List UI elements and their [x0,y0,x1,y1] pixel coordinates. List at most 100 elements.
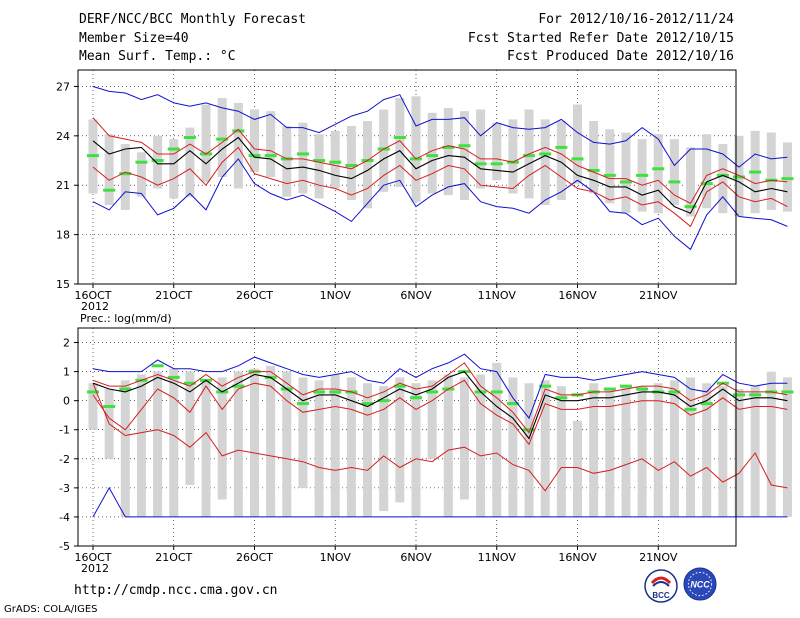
temp-median-mark [571,157,584,161]
prec-ytick-label: -3 [59,482,70,495]
temp-xtick-label: 16OCT [74,289,111,302]
temp-median-mark [619,180,632,184]
prec-inner-low-line [92,379,788,446]
prec-box [750,386,760,517]
prec-ytick-label: 0 [63,395,70,408]
prec-median-mark [232,384,245,388]
prec-box [346,377,356,517]
temp-box [573,104,582,184]
temp-xtick-label: 21OCT [155,289,192,302]
temp-median-mark [232,129,245,133]
prec-xtick-label: 26OCT [236,551,273,564]
prec-median-mark [361,402,374,406]
member-size: Member Size=40 [79,31,189,46]
temp-xtick-label: 16NOV [558,289,597,302]
prec-box [492,362,502,517]
prec-panel-title: Prec.: log(mm/d) [80,312,172,325]
temp-max-line [92,86,788,168]
prec-box [669,380,679,517]
temp-median-mark [603,173,616,177]
prec-median-mark [733,393,745,397]
temp-box [605,129,615,204]
temp-box [702,134,712,209]
temp-box [782,142,792,212]
source-url[interactable]: http://cmdp.ncc.cma.gov.cn [74,583,278,598]
prec-box [395,377,405,503]
prec-xtick-label: 21NOV [639,551,678,564]
temp-median-mark [167,147,180,151]
temp-box [153,135,163,189]
bcc-logo: BCC [644,569,678,603]
prec-median-mark [781,390,794,394]
prec-box [411,383,421,517]
prec-box [734,389,744,517]
temp-box [282,125,292,197]
prec-median-mark [377,399,390,403]
temp-min-line [92,158,788,251]
temp-median-mark [781,177,794,181]
prec-box [250,368,259,517]
temp-median-mark [458,144,471,148]
prec-box [605,389,615,517]
temp-frame [77,69,737,285]
temp-inner-low-line [92,146,788,228]
temp-box [508,119,518,194]
temp-box [346,125,356,201]
prec-box [637,386,647,517]
temp-median-mark [216,137,229,141]
prec-median-mark [539,384,552,388]
prec-box [330,374,340,517]
temp-median-mark [749,170,762,174]
prec-box [443,374,453,517]
temp-box [217,97,227,177]
prec-median-mark [490,390,503,394]
prec-xtick-label: 21OCT [155,551,192,564]
temp-median-mark [183,135,196,139]
temp-box [233,102,243,189]
temp-box [169,139,179,199]
prec-median-mark [167,375,180,379]
temp-xtick-label: 11NOV [478,289,517,302]
prec-box [266,365,276,517]
prec-box [363,383,373,517]
prec-box [120,380,130,517]
temp-ytick-label: 15 [56,278,70,291]
prec-max-line [92,353,788,420]
temp-median-mark [135,160,148,164]
prec-median-mark [119,387,132,391]
temp-box [411,96,421,202]
temp-median-mark [151,159,164,163]
ncc-logo: NCC [683,567,717,601]
temp-box [718,144,728,214]
temp-ytick-label: 18 [56,229,70,242]
temp-box [136,152,146,197]
prec-xtick-label: 16NOV [558,551,597,564]
temp-box [589,121,599,194]
prec-median-mark [426,390,439,394]
temp-median-mark [587,168,600,172]
temp-median-mark [539,152,552,156]
temp-box [266,111,276,177]
prec-min-line [92,486,788,518]
temp-box [314,134,324,199]
prec-box [153,371,163,517]
temp-xtick-label: 21NOV [639,289,678,302]
prec-box [136,374,146,517]
prec-median-mark [523,428,536,432]
prec-box [718,386,728,517]
prec-ytick-label: -4 [59,511,70,524]
prec-xtick-label: 16OCT [74,551,111,564]
temp-box [427,112,437,194]
variable-label: Mean Surf. Temp.: °C [79,49,236,64]
prec-box [88,383,98,430]
temp-box [298,122,308,194]
prec-ytick-label: 2 [63,337,70,350]
grads-credit: GrADS: COLA/IGES [4,604,98,615]
temp-box [686,147,696,217]
temp-box [443,107,453,196]
temp-median-mark [296,152,309,156]
prec-median-mark [619,384,632,388]
prec-median-mark [555,396,568,400]
temp-box [363,121,373,209]
temp-ytick-label: 21 [56,179,70,192]
